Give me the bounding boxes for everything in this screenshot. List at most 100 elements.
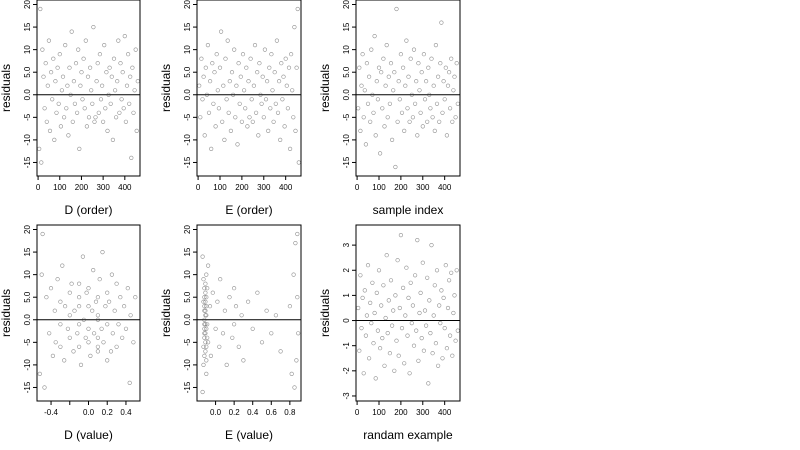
data-point — [55, 277, 60, 282]
data-point — [199, 56, 204, 61]
y-tick-label: 20 — [342, 0, 351, 9]
data-point — [202, 133, 207, 138]
data-point — [76, 304, 82, 309]
data-point — [110, 137, 115, 142]
plot-frame — [196, 0, 302, 177]
data-point — [451, 310, 456, 316]
data-point — [53, 79, 58, 84]
data-point — [374, 290, 379, 296]
data-point — [91, 268, 96, 273]
x-tick-label: 0.4 — [120, 408, 132, 417]
x-tick-label: 0.8 — [284, 408, 296, 417]
data-point — [105, 322, 110, 327]
data-point — [390, 137, 395, 142]
data-point — [232, 47, 237, 52]
data-point — [76, 344, 82, 349]
data-point — [291, 272, 296, 277]
data-point — [58, 344, 63, 349]
data-point — [230, 335, 235, 340]
data-point — [214, 52, 219, 57]
data-point — [93, 299, 99, 304]
data-point — [221, 83, 226, 88]
data-point — [443, 65, 448, 70]
x-tick-label: 0.2 — [102, 408, 114, 417]
data-point — [215, 88, 220, 93]
y-tick-label: -10 — [23, 134, 32, 146]
data-point — [73, 61, 79, 66]
data-point — [429, 56, 434, 61]
data-point — [415, 133, 420, 138]
data-point — [394, 338, 399, 343]
x-tick-label: 100 — [372, 183, 386, 192]
data-point — [66, 133, 71, 138]
x-tick-label: 0 — [36, 183, 41, 192]
data-point — [204, 326, 209, 331]
data-point — [296, 331, 301, 336]
data-point — [95, 313, 100, 318]
data-point — [376, 268, 382, 273]
data-point — [203, 331, 208, 336]
data-point — [292, 25, 297, 30]
y-tick-label: 5.0 — [23, 291, 32, 303]
data-point — [282, 124, 287, 129]
data-point — [67, 65, 72, 70]
data-point — [83, 38, 88, 43]
data-point — [55, 65, 60, 70]
data-point — [68, 92, 73, 97]
data-point — [431, 83, 436, 88]
data-point — [362, 288, 367, 293]
x-tick-label: 0.0 — [210, 408, 222, 417]
data-point — [203, 308, 208, 313]
data-point — [269, 52, 274, 57]
data-point — [103, 106, 108, 111]
x-tick-label: 0 — [196, 183, 201, 192]
data-point — [407, 119, 412, 124]
data-point — [416, 358, 421, 363]
data-point — [85, 74, 91, 79]
data-point — [372, 310, 377, 316]
data-point — [76, 281, 82, 286]
data-point — [236, 344, 241, 349]
data-point — [205, 42, 210, 48]
data-point — [95, 349, 100, 354]
data-point — [61, 115, 67, 120]
data-point — [450, 119, 455, 124]
data-point — [108, 101, 113, 106]
y-axis-label: residuals — [159, 64, 173, 112]
data-point — [222, 137, 227, 142]
data-point — [374, 79, 379, 84]
data-point — [203, 322, 208, 327]
y-tick-label: 15 — [23, 22, 32, 31]
data-point — [270, 88, 275, 93]
data-point — [265, 79, 270, 84]
data-point — [95, 344, 100, 349]
data-point — [395, 119, 400, 124]
data-point — [72, 101, 77, 106]
data-point — [122, 33, 127, 39]
data-point — [399, 326, 405, 331]
y-tick-label: -5 — [23, 338, 32, 346]
data-point — [380, 106, 385, 111]
plot-frame — [36, 224, 141, 402]
data-point — [234, 83, 239, 88]
data-point — [105, 128, 110, 133]
data-point — [76, 47, 81, 52]
data-point — [434, 101, 440, 106]
data-point — [114, 344, 119, 349]
data-point — [278, 137, 283, 142]
y-tick-label: 0.0 — [183, 89, 192, 101]
data-point — [295, 231, 300, 237]
data-point — [97, 52, 102, 57]
data-point — [411, 47, 417, 52]
data-point — [371, 341, 376, 346]
x-tick-label: 400 — [118, 183, 132, 192]
data-point — [420, 260, 425, 265]
data-point — [228, 128, 233, 133]
data-point — [243, 106, 248, 111]
data-point — [39, 160, 44, 165]
x-tick-label: 300 — [416, 408, 430, 417]
data-point — [405, 106, 410, 111]
data-point — [38, 6, 43, 12]
data-point — [427, 298, 432, 303]
